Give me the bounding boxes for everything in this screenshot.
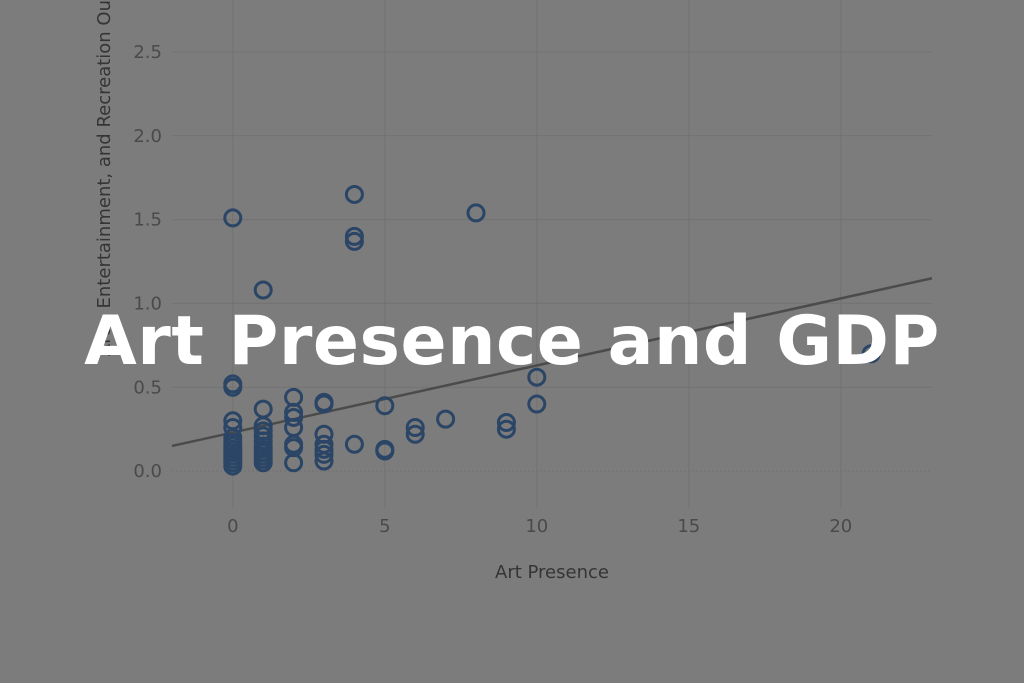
data-point [527, 394, 547, 414]
overlay-title: Art Presence and GDP [84, 302, 940, 381]
data-point [223, 377, 243, 397]
data-point [314, 394, 334, 414]
data-point [344, 231, 364, 251]
data-point [405, 424, 425, 444]
y-tick-label: 2.5 [133, 42, 162, 63]
data-point [861, 344, 881, 364]
data-point [223, 456, 243, 476]
y-tick-label: 0.0 [133, 461, 162, 482]
x-axis-title: Art Presence [495, 562, 609, 583]
tick-labels-layer: 0 5 10 15 20 0.0 0.5 1.0 1.5 2.0 2.5 [133, 42, 852, 537]
data-point [314, 444, 334, 464]
data-point [344, 184, 364, 204]
data-point [375, 441, 395, 461]
y-tick-label: 1.0 [133, 293, 162, 314]
x-tick-label: 5 [379, 516, 390, 537]
data-point [436, 409, 456, 429]
x-tick-label: 20 [829, 516, 852, 537]
x-tick-label: 10 [525, 516, 548, 537]
data-point [344, 434, 364, 454]
y-axis-title: Arts, Entertainment, and Recreation Ou [94, 0, 115, 356]
data-point [496, 412, 516, 432]
x-tick-label: 0 [227, 516, 238, 537]
x-tick-label: 15 [677, 516, 700, 537]
y-tick-label: 1.5 [133, 210, 162, 231]
data-point [284, 407, 304, 427]
grid-layer [172, 0, 932, 508]
data-point [253, 399, 273, 419]
data-point [284, 453, 304, 473]
y-tick-label: 0.5 [133, 377, 162, 398]
data-point [223, 208, 243, 228]
points-layer [223, 184, 881, 476]
data-point [375, 396, 395, 416]
data-point [253, 453, 273, 473]
y-tick-label: 2.0 [133, 126, 162, 147]
data-point [405, 418, 425, 438]
data-point [527, 367, 547, 387]
data-point [253, 280, 273, 300]
data-point [466, 203, 486, 223]
data-point [496, 419, 516, 439]
data-point [314, 451, 334, 471]
